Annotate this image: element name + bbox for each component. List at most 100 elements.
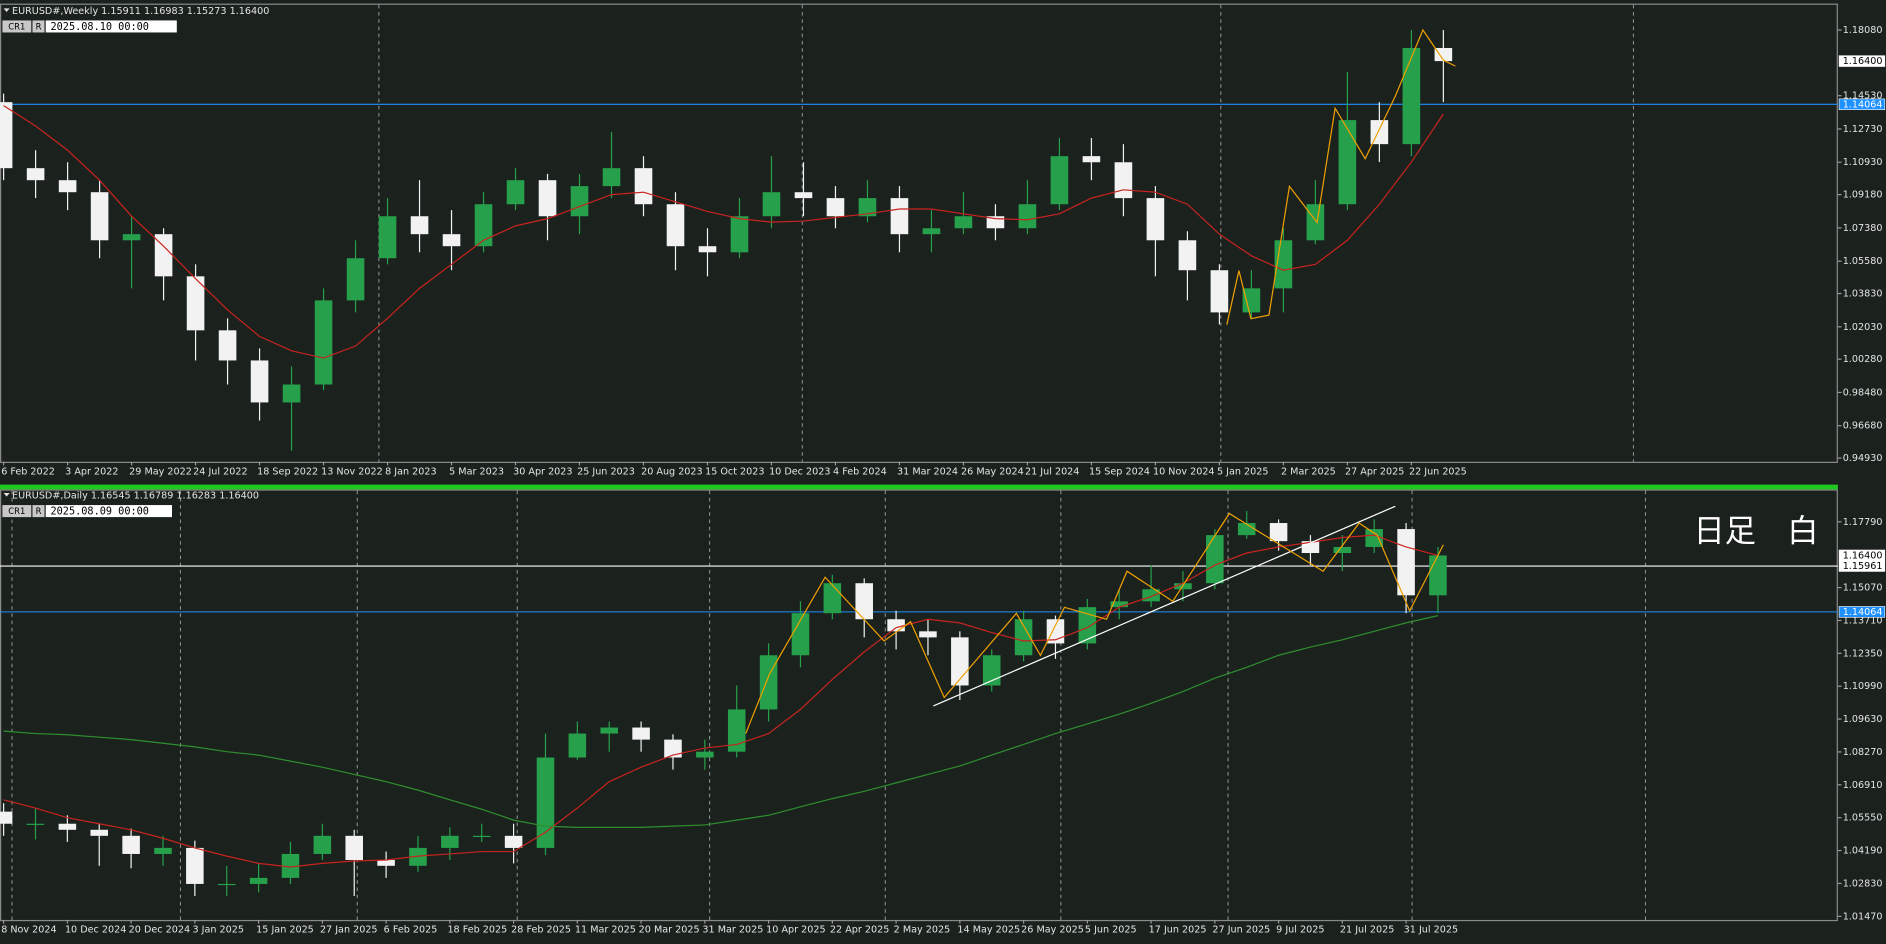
- x-tick-label: 5 Mar 2023: [449, 466, 504, 477]
- candle-body: [122, 234, 141, 241]
- candle-body: [154, 234, 173, 277]
- candle-body: [0, 811, 13, 824]
- x-tick-label: 25 Jun 2023: [577, 466, 635, 477]
- marks: 1.18080 1.14530 1.12730 1.10930 1.09180 1.073…: [0, 25, 1886, 936]
- tag-box[interactable]: [32, 505, 45, 518]
- y-tick-label: 1.09630: [1843, 714, 1883, 725]
- y-tick-label: 1.03830: [1843, 289, 1883, 300]
- x-tick-label: 15 Sep 2024: [1089, 466, 1150, 477]
- candle-body: [887, 619, 905, 632]
- tag-box[interactable]: [2, 20, 32, 33]
- y-tick-label: 1.10930: [1843, 157, 1883, 168]
- candle-body: [1242, 288, 1261, 313]
- y-tick-label: 1.02830: [1843, 878, 1883, 889]
- candle-body: [1178, 240, 1197, 271]
- candle-body: [1050, 156, 1069, 205]
- x-tick-label: 8 Nov 2024: [1, 925, 56, 936]
- zigzag: [1226, 28, 1456, 325]
- candle-body: [855, 583, 873, 620]
- tag[interactable]: R: [36, 506, 42, 516]
- time-box[interactable]: [45, 505, 173, 518]
- y-tick-label: 1.08270: [1843, 747, 1883, 758]
- moving-average: [3, 534, 1439, 868]
- candle-body: [1078, 607, 1097, 644]
- x-tick-label: 31 Jul 2025: [1404, 925, 1458, 936]
- candle-body: [378, 216, 397, 259]
- candle-body: [794, 192, 813, 199]
- candle-body: [1397, 529, 1415, 596]
- x-tick-label: 22 Apr 2025: [830, 925, 889, 936]
- tag[interactable]: R: [36, 22, 42, 32]
- candle-body: [26, 168, 45, 181]
- candle-body: [890, 198, 909, 235]
- candle-body: [58, 180, 77, 193]
- x-tick-label: 3 Apr 2022: [65, 466, 118, 477]
- candle-body: [1434, 47, 1453, 62]
- x-tick-label: 5 Jan 2025: [1217, 466, 1269, 477]
- moving-average: [3, 105, 1444, 359]
- candle-body: [602, 168, 621, 187]
- candle-body: [1429, 555, 1447, 596]
- x-tick-label: 11 Mar 2025: [575, 925, 636, 936]
- x-tick-label: 22 Jun 2025: [1409, 466, 1467, 477]
- candle-body: [954, 216, 973, 229]
- last-price-box: [1838, 55, 1886, 67]
- zigzag: [745, 512, 1444, 734]
- candle-body: [1301, 541, 1320, 554]
- active-window-bar: [0, 484, 1838, 490]
- candle-body: [1046, 619, 1065, 644]
- x-tick-label: 8 Jan 2023: [385, 466, 437, 477]
- candle-body: [1110, 601, 1128, 608]
- candle-body: [90, 829, 108, 836]
- candle-body: [1365, 529, 1383, 547]
- x-tick-label: 20 Dec 2024: [129, 925, 190, 936]
- candle-body: [218, 330, 237, 361]
- time: 2025.08.10 00:00: [51, 22, 149, 33]
- x-tick-label: 14 May 2025: [957, 925, 1020, 936]
- candle-body: [730, 216, 749, 253]
- candle-body: [1114, 162, 1133, 199]
- x-tick-label: 29 May 2022: [129, 466, 192, 477]
- y-tick-label: 1.07380: [1843, 223, 1883, 234]
- x-tick-label: 6 Feb 2022: [1, 466, 55, 477]
- candle-body: [26, 823, 45, 825]
- time-box[interactable]: [45, 20, 177, 33]
- y-tick-label: 1.14530: [1843, 91, 1883, 102]
- hline-box: [1838, 98, 1886, 111]
- candle-body: [634, 168, 653, 205]
- candle-body: [727, 709, 746, 752]
- tag-box[interactable]: [2, 505, 32, 518]
- tag-box[interactable]: [32, 20, 45, 33]
- x-tick-label: 10 Dec 2023: [769, 466, 830, 477]
- y-tick-label: 1.17790: [1843, 517, 1883, 528]
- candle-body: [826, 198, 845, 217]
- hline-box: [1838, 606, 1886, 618]
- candle-body: [154, 847, 172, 854]
- tag[interactable]: CR1: [8, 22, 25, 32]
- candle-body: [922, 228, 941, 235]
- candle-body: [504, 835, 523, 848]
- candle-body: [249, 877, 268, 884]
- x-tick-label: 4 Feb 2024: [833, 466, 887, 477]
- x-tick-label: 26 May 2024: [961, 466, 1024, 477]
- x-tick-label: 6 Feb 2025: [384, 925, 438, 936]
- candle-body: [282, 384, 301, 403]
- y-tick-label: 1.05550: [1843, 813, 1883, 824]
- y-tick-label: 1.15070: [1843, 583, 1883, 594]
- y-tick-label: 0.94930: [1843, 453, 1883, 464]
- x-tick-label: 26 May 2025: [1021, 925, 1084, 936]
- candle-body: [186, 276, 205, 331]
- candle-body: [696, 751, 714, 758]
- x-tick-label: 10 Dec 2024: [65, 925, 126, 936]
- candle-body: [1370, 120, 1389, 145]
- x-tick-label: 28 Feb 2025: [511, 925, 571, 936]
- collapse-icon[interactable]: [3, 8, 10, 13]
- candle-body: [1082, 156, 1101, 163]
- collapse-icon[interactable]: [3, 493, 10, 497]
- candle-body: [951, 637, 969, 686]
- tag[interactable]: CR1: [8, 506, 25, 516]
- candle-body: [58, 823, 77, 830]
- weekly-frame: [0, 3, 1838, 463]
- x-tick-label: 3 Jan 2025: [192, 925, 244, 936]
